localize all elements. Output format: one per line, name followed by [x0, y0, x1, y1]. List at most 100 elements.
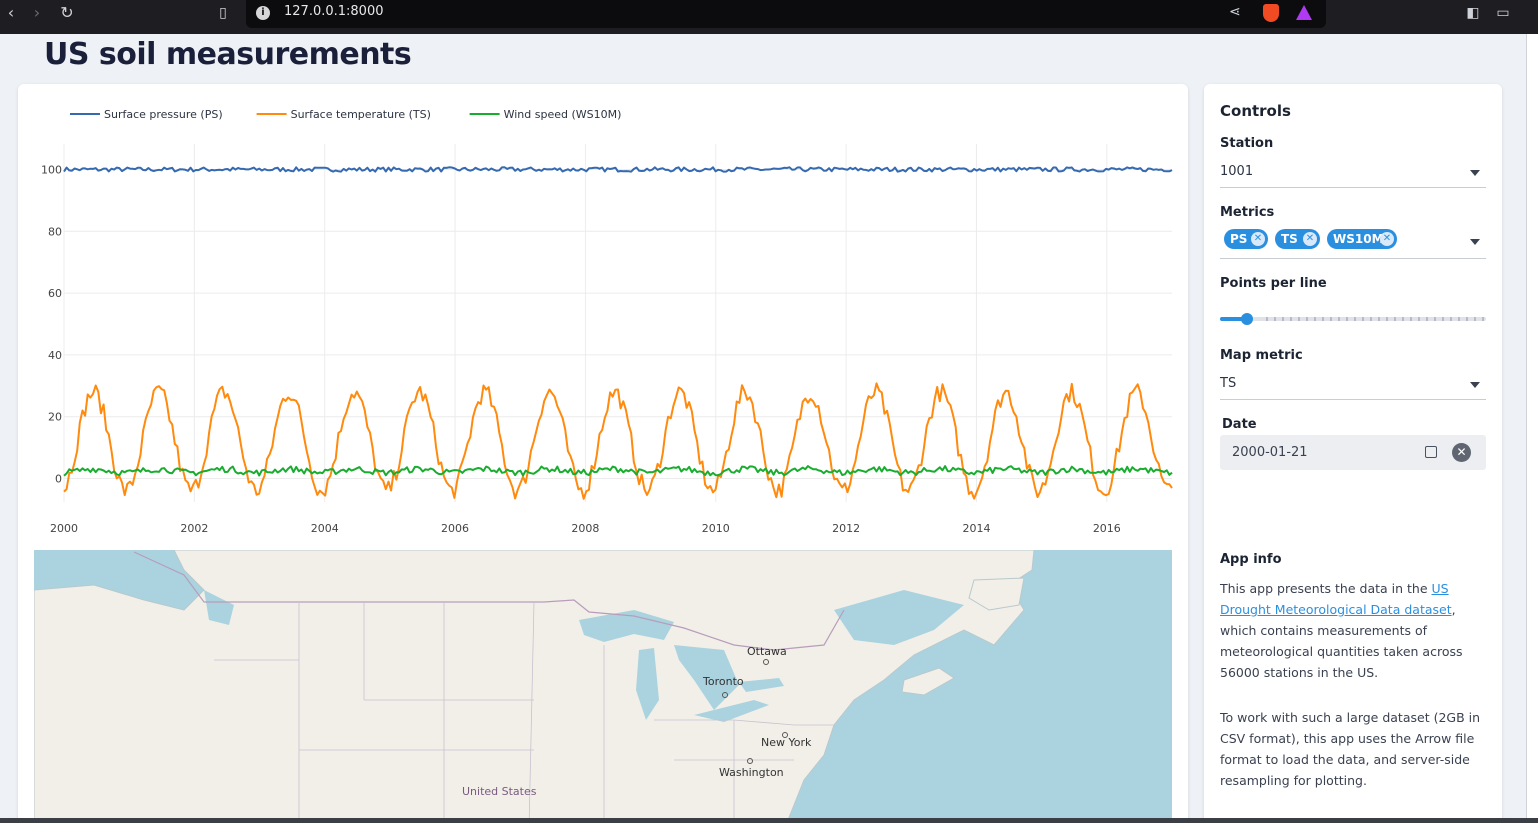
- map[interactable]: Ottawa Toronto New York Washington Unite…: [34, 550, 1172, 823]
- map-lake-michigan: [636, 648, 659, 720]
- forward-icon[interactable]: ›: [33, 3, 41, 22]
- dataset-link[interactable]: US Drought Meteorological Data dataset: [1220, 581, 1452, 617]
- close-icon[interactable]: ✕: [1303, 232, 1317, 246]
- slider-fill: [1220, 317, 1247, 321]
- slider-tick: [1282, 317, 1284, 321]
- y-tick-label: 0: [55, 473, 62, 486]
- clear-icon[interactable]: ✕: [1452, 443, 1471, 462]
- metrics-label: Metrics: [1220, 205, 1275, 220]
- city-marker-washington: [747, 758, 753, 764]
- x-tick-label: 2010: [702, 522, 730, 535]
- address-bar[interactable]: i 127.0.0.1:8000 ⋖: [246, 0, 1326, 28]
- series-line: [63, 166, 1173, 173]
- slider-tick: [1402, 317, 1404, 321]
- y-tick-label: 80: [48, 225, 62, 238]
- x-tick-label: 2008: [571, 522, 599, 535]
- window-bottom-edge: [0, 818, 1538, 823]
- map-water-feature: [834, 590, 964, 645]
- map-label-washington: Washington: [719, 766, 784, 779]
- map-tiles[interactable]: [34, 550, 1172, 823]
- slider-tick: [1274, 317, 1276, 321]
- slider-tick: [1338, 317, 1340, 321]
- station-select[interactable]: 1001: [1220, 158, 1486, 188]
- x-tick-label: 2000: [50, 522, 78, 535]
- brave-rewards-icon[interactable]: [1296, 5, 1312, 20]
- series-line: [63, 465, 1173, 477]
- metric-chip-ts[interactable]: TS ✕: [1275, 229, 1320, 249]
- x-tick-label: 2006: [441, 522, 469, 535]
- app-info-text: This app presents the data in the US Dro…: [1220, 578, 1488, 815]
- slider-tick: [1306, 317, 1308, 321]
- chevron-down-icon[interactable]: [1470, 239, 1480, 245]
- slider-tick: [1434, 317, 1436, 321]
- close-icon[interactable]: ✕: [1251, 232, 1265, 246]
- slider-tick: [1474, 317, 1476, 321]
- metric-chip-ps[interactable]: PS ✕: [1224, 229, 1268, 249]
- points-per-line-label: Points per line: [1220, 276, 1327, 291]
- date-value[interactable]: 2000-01-21: [1232, 445, 1308, 460]
- map-metric-value: TS: [1220, 376, 1237, 391]
- metric-chip-label: WS10M: [1333, 232, 1384, 246]
- back-icon[interactable]: ‹: [7, 3, 15, 22]
- slider-tick: [1298, 317, 1300, 321]
- x-tick-label: 2016: [1093, 522, 1121, 535]
- slider-tick: [1458, 317, 1460, 321]
- y-tick-label: 20: [48, 411, 62, 424]
- page-title: US soil measurements: [44, 37, 412, 72]
- x-tick-label: 2004: [311, 522, 339, 535]
- bookmark-icon[interactable]: ▯: [219, 5, 227, 21]
- slider-thumb[interactable]: [1240, 313, 1253, 325]
- slider-tick: [1482, 317, 1484, 321]
- map-metric-select[interactable]: TS: [1220, 370, 1486, 400]
- app-info-text-before: This app presents the data in the: [1220, 581, 1432, 596]
- brave-shield-icon[interactable]: [1263, 4, 1279, 22]
- url-text[interactable]: 127.0.0.1:8000: [284, 4, 384, 19]
- chevron-down-icon[interactable]: [1470, 382, 1480, 388]
- station-value: 1001: [1220, 164, 1254, 179]
- map-label-toronto: Toronto: [703, 675, 744, 688]
- date-input[interactable]: 2000-01-21 ✕: [1220, 435, 1486, 470]
- date-label: Date: [1222, 417, 1257, 432]
- slider-tick: [1418, 317, 1420, 321]
- slider-tick: [1466, 317, 1468, 321]
- metric-chip-ws10m[interactable]: WS10M ✕: [1327, 229, 1397, 249]
- metrics-select[interactable]: PS ✕ TS ✕ WS10M ✕: [1220, 229, 1486, 259]
- map-land: [968, 577, 1025, 611]
- metric-chip-label: PS: [1230, 232, 1248, 246]
- slider-tick: [1378, 317, 1380, 321]
- info-icon[interactable]: i: [256, 6, 270, 20]
- series-line: [63, 382, 1173, 500]
- slider-tick: [1330, 317, 1332, 321]
- map-lake-superior: [579, 610, 674, 642]
- y-tick-label: 100: [41, 163, 62, 176]
- points-per-line-slider[interactable]: [1220, 313, 1486, 325]
- map-metric-label: Map metric: [1220, 348, 1303, 363]
- x-tick-label: 2014: [962, 522, 990, 535]
- slider-tick: [1370, 317, 1372, 321]
- browser-scrollbar[interactable]: [1526, 34, 1538, 823]
- app-info-paragraph-2: To work with such a large dataset (2GB i…: [1220, 710, 1481, 788]
- chevron-down-icon[interactable]: [1470, 170, 1480, 176]
- slider-tick: [1290, 317, 1292, 321]
- share-icon[interactable]: ⋖: [1229, 4, 1241, 20]
- sidebar-icon[interactable]: ◧: [1466, 5, 1480, 21]
- slider-tick: [1322, 317, 1324, 321]
- slider-tick: [1426, 317, 1428, 321]
- map-label-ottawa: Ottawa: [747, 645, 787, 658]
- slider-tick: [1394, 317, 1396, 321]
- slider-tick: [1314, 317, 1316, 321]
- calendar-icon[interactable]: [1425, 446, 1437, 458]
- map-lake-ontario: [739, 678, 784, 692]
- city-marker-new-york: [782, 732, 788, 738]
- wallet-icon[interactable]: ▭: [1496, 5, 1510, 21]
- reload-icon[interactable]: ↻: [60, 3, 74, 22]
- close-icon[interactable]: ✕: [1380, 232, 1394, 246]
- y-tick-label: 60: [48, 287, 62, 300]
- slider-tick: [1354, 317, 1356, 321]
- app-info-paragraph-1: This app presents the data in the US Dro…: [1220, 578, 1488, 683]
- y-tick-label: 40: [48, 349, 62, 362]
- map-state-lines: [214, 601, 834, 823]
- x-tick-label: 2012: [832, 522, 860, 535]
- legend-entry: Surface pressure (PS): [104, 108, 223, 121]
- time-series-chart[interactable]: 0 20 40 60 80 100 2000 2002 2004 2006 2008 2010 2012…: [18, 84, 1188, 550]
